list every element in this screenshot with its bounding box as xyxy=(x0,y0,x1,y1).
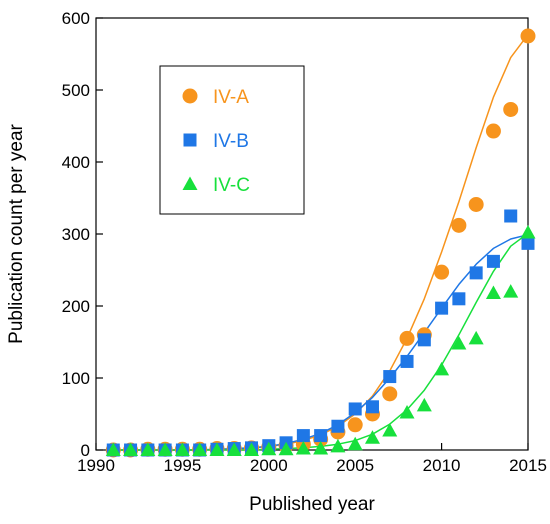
point-iv-c-2009 xyxy=(416,397,432,412)
point-iv-b-2009 xyxy=(417,333,431,347)
x-tick-label-2: 2000 xyxy=(250,456,288,475)
legend-marker-iv-c xyxy=(182,176,198,190)
point-iv-c-2004 xyxy=(330,438,346,453)
point-iv-b-2005 xyxy=(348,402,362,416)
point-iv-a-2014 xyxy=(503,101,519,117)
legend-marker-iv-a xyxy=(182,88,198,104)
point-iv-c-2005 xyxy=(347,436,363,451)
point-iv-c-1991 xyxy=(105,442,121,456)
legend-label-iv-a: IV-A xyxy=(213,87,249,108)
point-iv-c-2003 xyxy=(313,441,329,455)
x-tick-label-1: 1995 xyxy=(163,456,201,475)
point-iv-b-2006 xyxy=(365,400,379,414)
y-tick-label-2: 200 xyxy=(62,297,90,316)
point-iv-c-2011 xyxy=(451,335,467,350)
point-iv-c-2002 xyxy=(295,441,311,455)
y-tick-label-4: 400 xyxy=(62,153,90,172)
point-iv-a-2007 xyxy=(382,386,398,402)
point-iv-a-2013 xyxy=(485,123,501,139)
point-iv-b-2004 xyxy=(331,419,345,433)
point-iv-c-2015 xyxy=(520,225,536,239)
x-tick-label-0: 1990 xyxy=(77,456,115,475)
point-iv-c-2006 xyxy=(364,430,380,444)
point-iv-c-2014 xyxy=(503,284,519,298)
fit-line-iv-c xyxy=(113,232,529,451)
point-iv-c-2012 xyxy=(468,330,484,345)
point-iv-c-1993 xyxy=(140,442,156,456)
point-iv-c-1994 xyxy=(157,442,173,456)
y-axis-title: Publication count per year xyxy=(6,123,27,343)
point-iv-c-1998 xyxy=(226,442,242,456)
point-iv-b-2013 xyxy=(486,254,500,268)
legend-marker-iv-b xyxy=(183,133,197,147)
point-iv-a-2005 xyxy=(347,417,363,433)
point-iv-c-2001 xyxy=(278,441,294,456)
point-iv-a-2010 xyxy=(434,264,450,280)
axis-ticks: 1990 1995 2000 2005 2010 2015 0 100 200 300 400 500… xyxy=(62,9,547,475)
y-tick-label-6: 600 xyxy=(62,9,90,28)
y-tick-label-5: 500 xyxy=(62,81,90,100)
legend-label-iv-b: IV-B xyxy=(213,131,249,152)
x-tick-label-3: 2005 xyxy=(336,456,374,475)
point-iv-b-2010 xyxy=(435,301,449,315)
point-iv-c-2000 xyxy=(261,441,277,456)
legend-label-iv-c: IV-C xyxy=(213,175,250,196)
point-iv-c-1999 xyxy=(244,442,260,456)
data-points xyxy=(105,28,536,458)
point-iv-a-2011 xyxy=(451,217,467,233)
fit-line-iv-b xyxy=(113,233,529,451)
point-iv-b-2002 xyxy=(296,429,310,443)
point-iv-b-2011 xyxy=(452,292,466,306)
y-tick-label-1: 100 xyxy=(62,369,90,388)
point-iv-c-1996 xyxy=(192,442,208,456)
x-tick-label-4: 2010 xyxy=(423,456,461,475)
point-iv-c-1997 xyxy=(209,442,225,456)
point-iv-b-2015 xyxy=(521,236,535,250)
point-iv-b-2008 xyxy=(400,354,414,368)
y-tick-label-3: 300 xyxy=(62,225,90,244)
point-iv-c-2010 xyxy=(434,361,450,376)
point-iv-c-1992 xyxy=(123,442,139,456)
y-tick-label-0: 0 xyxy=(81,441,90,460)
point-iv-b-2012 xyxy=(469,266,483,280)
point-iv-b-2003 xyxy=(314,429,328,443)
point-iv-a-2012 xyxy=(468,196,484,212)
point-iv-b-2014 xyxy=(504,209,518,223)
x-tick-label-5: 2015 xyxy=(509,456,547,475)
point-iv-b-2007 xyxy=(383,370,397,384)
point-iv-c-2008 xyxy=(399,405,415,419)
point-iv-c-1995 xyxy=(174,442,190,456)
point-iv-a-2015 xyxy=(520,28,536,44)
point-iv-a-2008 xyxy=(399,330,415,346)
point-iv-c-2013 xyxy=(485,285,501,300)
point-iv-c-2007 xyxy=(382,423,398,437)
x-axis-title: Published year xyxy=(249,494,375,515)
legend: IV-A IV-B IV-C xyxy=(182,87,250,196)
